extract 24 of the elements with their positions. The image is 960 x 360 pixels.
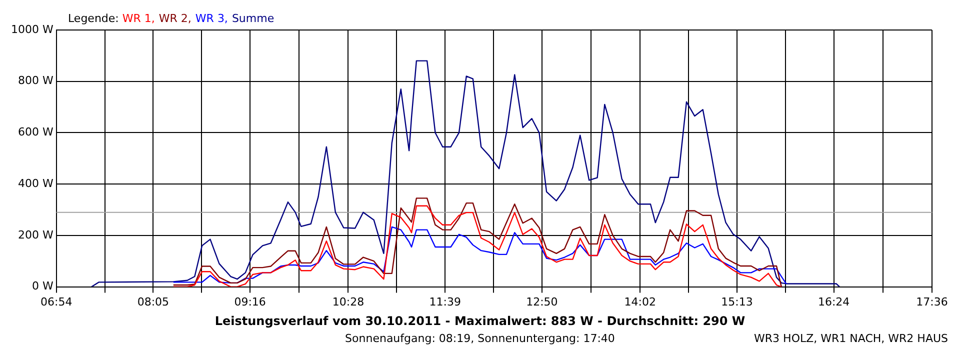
text: WR3 HOLZ, WR1 NACH, WR2 HAUS (754, 332, 948, 345)
text: WR 2, (158, 12, 192, 25)
x-tick-label: 12:50 (526, 295, 558, 308)
x-tick-label: 16:24 (818, 295, 850, 308)
x-tick-label: 14:02 (624, 295, 656, 308)
x-tick-label: 08:05 (137, 295, 170, 308)
y-tick-label: 0 W (32, 280, 54, 293)
y-tick-label: 600 W (18, 126, 54, 139)
y-tick-label: 200 W (18, 228, 54, 242)
y-tick-label: 1000 W (10, 22, 54, 36)
text: WR 1, (122, 12, 155, 25)
x-tick-label: 06:54 (40, 295, 72, 308)
text: WR 3, (195, 12, 228, 25)
x-tick-label: 10:28 (332, 295, 364, 308)
legend-title: Legende: (68, 12, 120, 25)
x-tick-label: 09:16 (234, 295, 266, 308)
text: Sonnenaufgang: 08:19, Sonnenuntergang: 17:40 (345, 332, 615, 345)
x-tick-label: 11:39 (429, 295, 461, 308)
x-tick-label: 15:13 (721, 295, 753, 308)
x-tick-label: 17:36 (916, 295, 948, 308)
text: Leistungsverlauf vom 30.10.2011 - Maximalwert: 883 W - Durchschnitt: 290 W (214, 314, 746, 328)
y-tick-label: 400 W (18, 176, 54, 190)
text: Summe (232, 12, 274, 25)
y-tick-label: 800 W (18, 74, 54, 88)
